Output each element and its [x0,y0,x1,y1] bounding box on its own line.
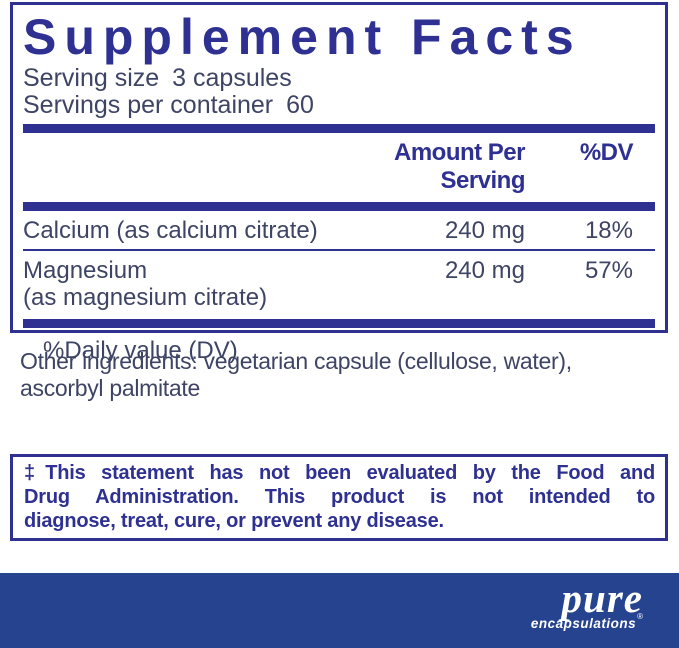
brand-subtitle: encapsulations [530,616,637,631]
header-percent-dv: %DV [579,139,634,166]
table-header-row: Amount Per Serving %DV [23,133,655,202]
other-ingredients: Other ingredients: vegetarian capsule (c… [20,348,668,402]
panel-title: Supplement Facts [23,9,582,65]
registered-trademark-icon: ® [637,612,643,621]
table-row-calcium: Calcium (as calcium citrate) 240 mg 18% [23,211,655,249]
brand-band: pure encapsulations ® [0,573,679,648]
rule-thin-divider [23,249,655,251]
nutrient-name: Calcium (as calcium citrate) [23,217,318,244]
disclaimer-line3: diagnose, treat, cure, or prevent any di… [24,510,444,532]
serving-size-value: 3 capsules [172,64,292,92]
nutrient-amount: 240 mg [444,217,525,244]
nutrient-name: Magnesium (as magnesium citrate) [23,257,355,311]
supplement-facts-panel: Supplement Facts Serving size 3 capsules … [10,2,668,364]
nutrient-name-line2: (as magnesium citrate) [23,284,268,311]
servings-per-container-line: Servings per container 60 [23,92,655,119]
brand-subtitle-row: encapsulations ® [530,613,643,631]
servings-per-container-label: Servings per container [23,91,274,119]
brand-name: pure [561,575,643,621]
rule-thick-bottom [23,319,655,328]
brand-logo: pure encapsulations ® [530,575,643,631]
disclaimer-line1: ‡This statement has not been evaluated b… [24,462,655,484]
table-row-magnesium: Magnesium (as magnesium citrate) 240 mg … [23,251,655,319]
daily-value-footnote: %Daily value (DV) [43,337,238,364]
rule-thick-under-header [23,202,655,211]
rule-thick-top [23,124,655,133]
nutrient-dv: 57% [584,257,633,284]
serving-size-line: Serving size 3 capsules [23,65,655,92]
other-ingredients-line1: Other ingredients: vegetarian capsule (c… [20,348,572,374]
disclaimer-line2: Drug Administration. This product is not… [24,486,655,508]
fda-disclaimer-box: ‡This statement has not been evaluated b… [10,454,668,541]
servings-per-container-value: 60 [286,91,314,119]
nutrient-name-line1: Magnesium [23,257,148,284]
other-ingredients-line2: ascorbyl palmitate [20,375,200,401]
serving-size-label: Serving size [23,64,160,92]
header-amount-per-serving: Amount Per Serving [393,139,526,194]
nutrient-dv: 18% [584,217,633,244]
nutrient-amount: 240 mg [444,257,525,284]
